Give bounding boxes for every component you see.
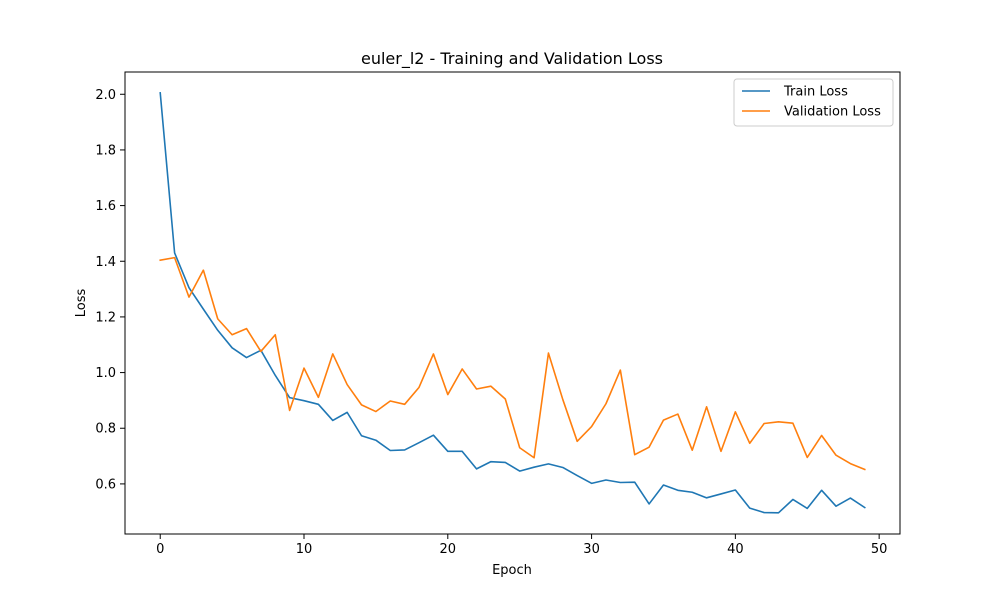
x-tick-label: 20 [440, 542, 457, 557]
y-tick-label: 1.8 [95, 143, 116, 158]
x-tick-label: 0 [156, 542, 164, 557]
plot-frame [124, 71, 901, 535]
legend-label: Validation Loss [784, 105, 881, 120]
legend-label: Train Loss [783, 85, 848, 100]
legend: Train Loss Validation Loss [733, 78, 894, 127]
y-tick-label: 0.6 [95, 477, 116, 492]
chart-title: euler_l2 - Training and Validation Loss [361, 49, 663, 69]
x-axis-ticks: 0 10 20 30 40 50 [156, 534, 887, 557]
y-axis-ticks: 0.6 0.8 1.0 1.2 1.4 1.6 1.8 2.0 [95, 88, 125, 492]
y-tick-label: 2.0 [95, 88, 116, 103]
x-tick-label: 30 [583, 542, 600, 557]
y-tick-label: 1.6 [95, 199, 116, 214]
series-line-validation-loss [159, 256, 866, 471]
y-tick-label: 0.8 [95, 422, 116, 437]
y-tick-label: 1.0 [95, 366, 116, 381]
legend-box [733, 78, 894, 127]
y-tick-label: 1.4 [95, 255, 116, 270]
y-tick-label: 1.2 [95, 310, 116, 325]
series-layer [159, 92, 866, 514]
x-tick-label: 40 [727, 542, 744, 557]
x-axis-label: Epoch [492, 563, 532, 578]
series-line-train-loss [159, 92, 866, 514]
x-tick-label: 10 [296, 542, 313, 557]
x-tick-label: 50 [871, 542, 888, 557]
y-axis-label: Loss [74, 289, 89, 318]
